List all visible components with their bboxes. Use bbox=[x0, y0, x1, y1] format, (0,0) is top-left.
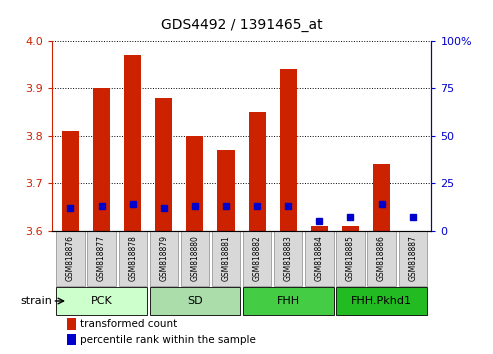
Text: GSM818884: GSM818884 bbox=[315, 235, 324, 281]
Text: GDS4492 / 1391465_at: GDS4492 / 1391465_at bbox=[161, 18, 322, 32]
Bar bbox=[274, 230, 302, 286]
Bar bbox=[56, 230, 85, 286]
Text: GSM818887: GSM818887 bbox=[408, 235, 417, 281]
Text: GSM818882: GSM818882 bbox=[252, 235, 262, 281]
Text: percentile rank within the sample: percentile rank within the sample bbox=[80, 335, 256, 344]
Bar bbox=[311, 226, 328, 230]
Bar bbox=[155, 98, 173, 230]
Bar bbox=[212, 230, 240, 286]
Bar bbox=[217, 150, 235, 230]
Text: GSM818883: GSM818883 bbox=[284, 235, 293, 281]
Bar bbox=[305, 230, 334, 286]
Text: transformed count: transformed count bbox=[80, 319, 177, 329]
Text: SD: SD bbox=[187, 296, 203, 306]
Text: PCK: PCK bbox=[91, 296, 112, 306]
Text: FHH: FHH bbox=[277, 296, 300, 306]
Bar bbox=[93, 88, 110, 230]
Bar bbox=[149, 287, 240, 315]
Text: GSM818880: GSM818880 bbox=[190, 235, 199, 281]
Bar bbox=[149, 230, 178, 286]
Bar bbox=[67, 319, 76, 330]
Bar bbox=[342, 226, 359, 230]
Bar bbox=[124, 55, 141, 230]
Bar bbox=[87, 230, 116, 286]
Bar bbox=[336, 230, 365, 286]
Bar bbox=[398, 230, 427, 286]
Bar bbox=[367, 230, 396, 286]
Text: GSM818879: GSM818879 bbox=[159, 235, 168, 281]
Text: GSM818881: GSM818881 bbox=[221, 235, 231, 281]
Bar bbox=[118, 230, 147, 286]
Bar bbox=[280, 69, 297, 230]
Text: GSM818886: GSM818886 bbox=[377, 235, 386, 281]
Text: FHH.Pkhd1: FHH.Pkhd1 bbox=[351, 296, 412, 306]
Bar bbox=[336, 287, 427, 315]
Bar bbox=[243, 287, 334, 315]
Text: GSM818885: GSM818885 bbox=[346, 235, 355, 281]
Bar bbox=[243, 230, 271, 286]
Text: strain: strain bbox=[21, 296, 52, 306]
Bar bbox=[181, 230, 209, 286]
Text: GSM818878: GSM818878 bbox=[128, 235, 137, 281]
Bar bbox=[186, 136, 204, 230]
Bar bbox=[67, 334, 76, 346]
Text: GSM818877: GSM818877 bbox=[97, 235, 106, 281]
Bar bbox=[62, 131, 79, 230]
Text: GSM818876: GSM818876 bbox=[66, 235, 75, 281]
Bar bbox=[56, 287, 147, 315]
Bar bbox=[373, 164, 390, 230]
Bar bbox=[248, 112, 266, 230]
